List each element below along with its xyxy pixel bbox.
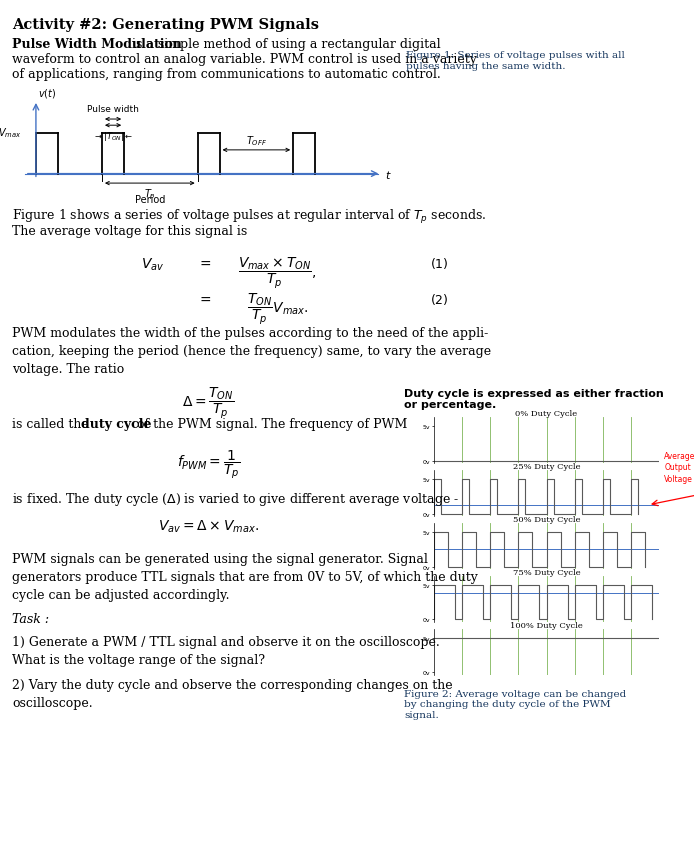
Title: 0% Duty Cycle: 0% Duty Cycle	[516, 410, 577, 418]
Text: Period: Period	[135, 194, 165, 204]
Text: PWM modulates the width of the pulses according to the need of the appli-
cation: PWM modulates the width of the pulses ac…	[12, 327, 491, 375]
Title: 25% Duty Cycle: 25% Duty Cycle	[513, 463, 580, 471]
Text: $=$: $=$	[197, 292, 212, 305]
Title: 100% Duty Cycle: 100% Duty Cycle	[510, 622, 583, 630]
Text: $v(t)$: $v(t)$	[37, 86, 56, 100]
Text: is fixed. The duty cycle ($\Delta$) is varied to give different average voltage : is fixed. The duty cycle ($\Delta$) is v…	[12, 490, 459, 508]
Text: $f_{PWM} = \dfrac{1}{T_p}$: $f_{PWM} = \dfrac{1}{T_p}$	[176, 448, 240, 480]
Text: Figure 2: Average voltage can be changed
by changing the duty cycle of the PWM
s: Figure 2: Average voltage can be changed…	[404, 689, 626, 719]
Text: Pulse Width Modulation: Pulse Width Modulation	[12, 38, 183, 50]
Text: Figure 1 shows a series of voltage pulses at regular interval of $T_p$ seconds.: Figure 1 shows a series of voltage pulse…	[12, 208, 486, 226]
Text: Activity #2: Generating PWM Signals: Activity #2: Generating PWM Signals	[12, 18, 319, 32]
Text: 1) Generate a PWM / TTL signal and observe it on the oscilloscope.
What is the v: 1) Generate a PWM / TTL signal and obser…	[12, 635, 440, 666]
Text: 2) Vary the duty cycle and observe the corresponding changes on the
oscilloscope: 2) Vary the duty cycle and observe the c…	[12, 678, 453, 709]
Text: $(2)$: $(2)$	[430, 292, 449, 307]
Text: $V_{av} = \Delta \times V_{max}.$: $V_{av} = \Delta \times V_{max}.$	[158, 518, 259, 534]
Text: $t$: $t$	[385, 168, 391, 180]
Text: Task :: Task :	[12, 612, 49, 625]
Title: 50% Duty Cycle: 50% Duty Cycle	[513, 516, 580, 524]
Text: PWM signals can be generated using the signal generator. Signal
generators produ: PWM signals can be generated using the s…	[12, 553, 478, 601]
Text: is called the: is called the	[12, 418, 93, 431]
Text: $=$: $=$	[197, 256, 212, 270]
Text: Figure 1: Series of voltage pulses with all
pulses having the same width.: Figure 1: Series of voltage pulses with …	[406, 51, 625, 71]
Text: of the PWM signal. The frequency of PWM: of the PWM signal. The frequency of PWM	[133, 418, 407, 431]
Text: $\Delta = \dfrac{T_{ON}}{T_p}$: $\Delta = \dfrac{T_{ON}}{T_p}$	[182, 386, 235, 421]
Text: Pulse width: Pulse width	[87, 105, 139, 114]
Text: $T_{OFF}$: $T_{OFF}$	[246, 134, 267, 148]
Text: duty cycle: duty cycle	[81, 418, 151, 431]
Text: is a simple method of using a rectangular digital
waveform to control an analog : is a simple method of using a rectangula…	[12, 38, 477, 80]
Text: Average
Output
Voltage: Average Output Voltage	[664, 452, 694, 483]
Text: $\dfrac{T_{ON}}{T_p} V_{max}.$: $\dfrac{T_{ON}}{T_p} V_{max}.$	[247, 292, 308, 327]
Text: $V_{av}$: $V_{av}$	[141, 256, 164, 272]
Text: $V_{max}$: $V_{max}$	[0, 126, 22, 140]
Title: 75% Duty Cycle: 75% Duty Cycle	[513, 569, 580, 577]
Text: $(1)$: $(1)$	[430, 256, 449, 271]
Text: $\rightarrow|T_{ON}|\leftarrow$: $\rightarrow|T_{ON}|\leftarrow$	[93, 131, 133, 143]
Text: $T_p$: $T_p$	[144, 187, 155, 201]
Text: The average voltage for this signal is: The average voltage for this signal is	[12, 224, 248, 237]
Text: $\dfrac{V_{max} \times T_{ON}}{T_p},$: $\dfrac{V_{max} \times T_{ON}}{T_p},$	[238, 256, 317, 291]
Text: Duty cycle is expressed as either fraction
or percentage.: Duty cycle is expressed as either fracti…	[404, 388, 663, 409]
